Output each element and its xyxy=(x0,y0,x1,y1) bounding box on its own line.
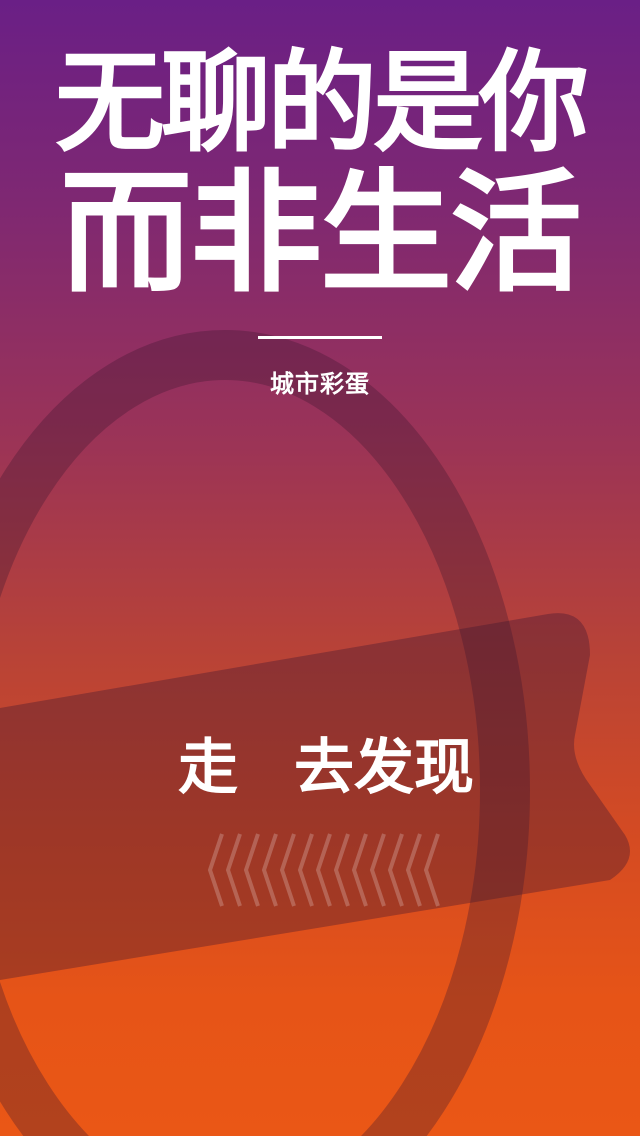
cta-word-1: 走 xyxy=(178,733,238,803)
title-divider xyxy=(258,336,382,339)
headline-line-1: 无聊的是你 xyxy=(55,39,589,167)
swipe-chevrons-icon[interactable] xyxy=(204,830,440,910)
brand-name: 城市彩蛋 xyxy=(270,370,370,398)
headline-line-2: 而非生活 xyxy=(60,157,582,311)
cta-word-2: 去发现 xyxy=(294,733,474,803)
egg-outline-icon xyxy=(0,330,530,1136)
go-discover-button[interactable]: 走 去发现 xyxy=(174,732,494,804)
cta-band xyxy=(0,613,630,980)
